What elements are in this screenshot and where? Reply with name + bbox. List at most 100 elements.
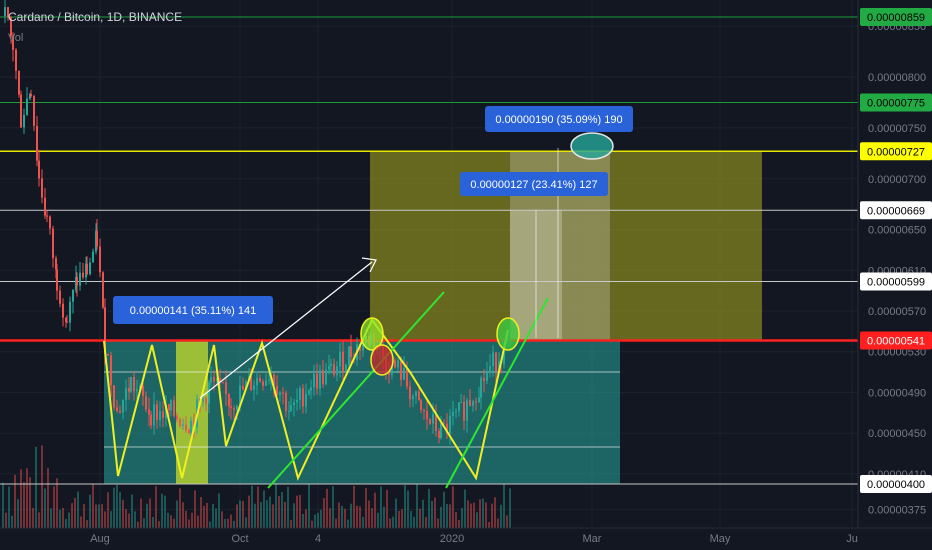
volume-bar xyxy=(182,502,184,528)
volume-bar xyxy=(320,509,322,528)
candle-body xyxy=(4,7,6,16)
candle-body xyxy=(82,272,84,278)
volume-bar xyxy=(284,501,286,528)
volume-bar xyxy=(122,499,124,528)
marker-green xyxy=(496,317,520,351)
candle-body xyxy=(446,423,448,434)
candle-body xyxy=(46,215,48,217)
level-price-badge xyxy=(860,93,932,112)
candle-body xyxy=(423,410,425,412)
candle-body xyxy=(388,371,390,376)
candle-body xyxy=(412,396,414,400)
volume-bar xyxy=(140,498,142,528)
candle-body xyxy=(302,388,304,407)
volume-bar xyxy=(326,488,328,528)
symbol-title: Cardano / Bitcoin, 1D, BINANCE xyxy=(8,10,183,24)
volume-bar xyxy=(26,468,28,528)
candle-body xyxy=(119,411,121,413)
candle-body xyxy=(202,397,204,402)
volume-bar xyxy=(293,503,295,528)
candle-body xyxy=(273,374,275,386)
volume-bar xyxy=(389,518,391,528)
volume-bar xyxy=(200,497,202,528)
candle-body xyxy=(89,262,91,275)
candle-body xyxy=(290,405,292,411)
volume-bar xyxy=(185,510,187,528)
candle-body xyxy=(268,380,270,382)
volume-bar xyxy=(251,485,253,528)
candle-body xyxy=(463,401,465,421)
candle-body xyxy=(406,367,408,387)
volume-bar xyxy=(149,498,151,528)
level-price-label: 0.00000669 xyxy=(867,205,925,217)
volume-bar xyxy=(485,502,487,528)
volume-bar xyxy=(404,485,406,528)
volume-bar xyxy=(44,488,46,528)
volume-bar xyxy=(290,519,292,528)
volume-bar xyxy=(401,509,403,528)
volume-bar xyxy=(155,486,157,528)
level-price-badge xyxy=(860,331,932,350)
candle-body xyxy=(38,160,40,179)
candle-body xyxy=(253,385,255,390)
volume-bar xyxy=(128,513,130,528)
volume-bar xyxy=(257,486,259,528)
candle-body xyxy=(79,272,81,286)
volume-bar xyxy=(494,497,496,528)
volume-bar xyxy=(308,483,310,528)
volume-bar xyxy=(170,515,172,528)
candle-body xyxy=(443,423,445,425)
volume-bar xyxy=(503,483,505,528)
candle-body xyxy=(325,369,327,385)
candle-body xyxy=(438,431,440,438)
measure-label-box xyxy=(485,106,633,132)
volume-bar xyxy=(506,515,508,528)
candle-body xyxy=(299,388,301,401)
candle-body xyxy=(76,276,78,286)
candle-body xyxy=(362,342,364,351)
volume-bar xyxy=(341,505,343,528)
candle-body xyxy=(49,216,51,229)
volume-bar xyxy=(392,516,394,528)
candle-body xyxy=(222,381,224,383)
measure-label-box xyxy=(113,296,273,324)
candle-body xyxy=(330,363,332,367)
volume-bar xyxy=(188,519,190,528)
volume-bar xyxy=(173,518,175,528)
volume-bar xyxy=(497,518,499,528)
volume-bar xyxy=(107,492,109,528)
volume-bar xyxy=(29,477,31,528)
volume-bar xyxy=(227,518,229,528)
volume-bar xyxy=(350,503,352,528)
time-axis: Aug Oct 4 2020 Mar May Ju xyxy=(0,527,932,545)
volume-bar xyxy=(488,521,490,528)
volume-bar xyxy=(395,498,397,528)
volume-bars xyxy=(2,445,511,528)
volume-bar xyxy=(74,497,76,528)
price-tick-label: 0.00000850 xyxy=(868,21,926,33)
candle-body xyxy=(190,420,192,433)
volume-bar xyxy=(95,504,97,528)
volume-bar xyxy=(509,488,511,528)
candle-body xyxy=(333,363,335,376)
volume-bar xyxy=(137,521,139,528)
volume-bar xyxy=(131,494,133,528)
volume-bar xyxy=(5,512,7,528)
volume-bar xyxy=(458,519,460,528)
volume-bar xyxy=(482,498,484,528)
volume-bar xyxy=(473,502,475,528)
volume-bar xyxy=(56,478,58,528)
level-price-label: 0.00000727 xyxy=(867,146,925,158)
candle-body xyxy=(65,317,67,322)
candle-body xyxy=(162,411,164,418)
volume-bar xyxy=(176,500,178,528)
measure-label-text: 0.00000190 (35.09%) 190 xyxy=(495,114,622,126)
candle-body xyxy=(256,377,258,386)
volume-bar xyxy=(266,500,268,528)
volume-bar xyxy=(119,492,121,528)
candle-body xyxy=(59,290,61,304)
candle-body xyxy=(345,365,347,372)
time-tick-label: 2020 xyxy=(440,533,464,545)
candle-body xyxy=(41,178,43,198)
